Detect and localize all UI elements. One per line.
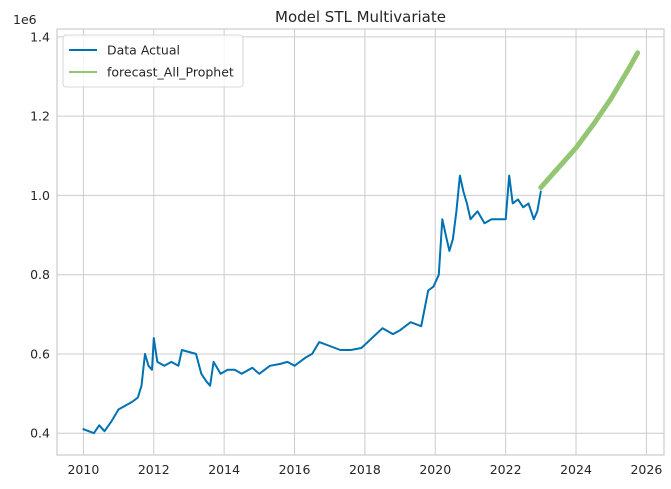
x-tick-label: 2022 [490,462,522,477]
legend-box [62,34,244,88]
legend: Data Actual forecast_All_Prophet [62,34,244,88]
x-tick-label: 2014 [208,462,240,477]
y-tick-label: 1.4 [30,29,50,44]
series-line-forecast [538,50,641,190]
legend-label-data-actual: Data Actual [107,43,180,58]
x-tick-label: 2024 [560,462,592,477]
y-tick-label: 1.2 [30,109,50,124]
x-axis-ticks: 2010 2012 2014 2016 2018 2020 2022 2024 2026 [67,462,662,477]
series-line-data-actual [82,174,542,435]
x-tick-label: 2020 [419,462,451,477]
y-axis-ticks: 0.4 0.6 0.8 1.0 1.2 1.4 [30,29,50,440]
x-tick-label: 2012 [138,462,170,477]
y-tick-label: 0.4 [30,426,50,441]
x-tick-label: 2026 [630,462,662,477]
x-tick-label: 2018 [349,462,381,477]
x-tick-label: 2010 [67,462,99,477]
y-axis-scale-label: 1e6 [13,12,37,27]
series-layer [82,50,641,435]
y-tick-label: 0.8 [30,267,50,282]
grid [57,29,664,455]
x-tick-label: 2016 [279,462,311,477]
chart-title: Model STL Multivariate [275,8,446,26]
y-tick-label: 1.0 [30,188,50,203]
y-tick-label: 0.6 [30,346,50,361]
legend-label-forecast: forecast_All_Prophet [107,65,234,80]
plot-area-frame [56,28,665,456]
